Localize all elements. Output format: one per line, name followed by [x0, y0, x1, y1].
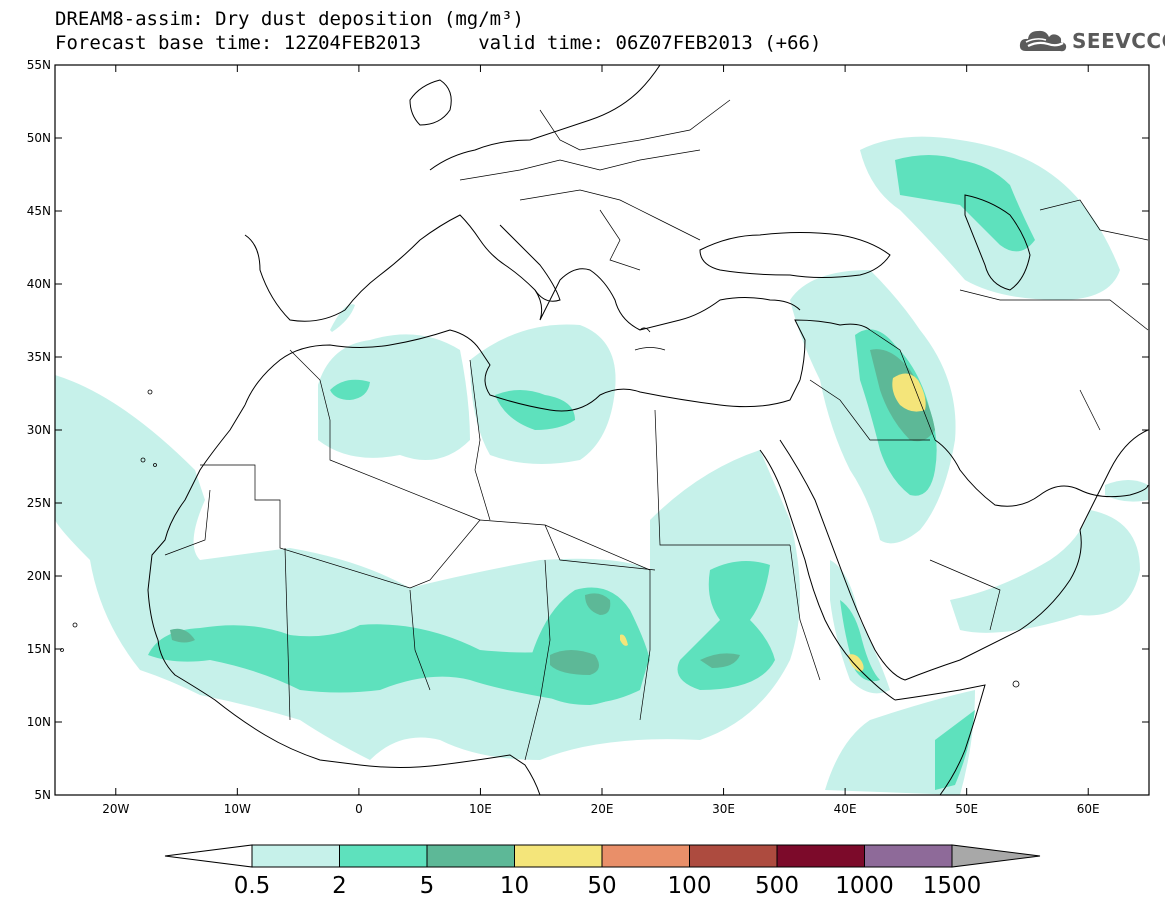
coast-horn [894, 684, 986, 795]
coast-red-sea-west [759, 449, 896, 701]
dust-area-iraq-peak [892, 373, 926, 412]
colorbar-label: 500 [755, 873, 799, 899]
latitude-ticks: 55N 50N 45N 40N 35N 30N 25N 20N 15N 10N 5N [27, 58, 1149, 802]
dust-area-atlas [318, 334, 470, 460]
lat-tick-label: 45N [27, 204, 51, 218]
coast-levant [794, 319, 871, 381]
logo-text: SEEVCCC [1072, 29, 1165, 53]
colorbar-segment [601, 844, 690, 868]
lon-tick-label: 60E [1077, 802, 1100, 816]
colorbar-label: 50 [587, 873, 616, 899]
coast-arabian-sea [1079, 429, 1149, 531]
colorbar-label: 1000 [835, 873, 894, 899]
colorbar-label: 1500 [923, 873, 982, 899]
coast-west-africa [147, 404, 541, 795]
dust-area-chad-peak [620, 634, 628, 646]
cloud-logo-icon [1019, 30, 1067, 52]
dust-area-chad-north [585, 593, 611, 615]
lat-tick-label: 40N [27, 277, 51, 291]
dust-area-yemen-peak [848, 654, 864, 672]
dust-area-red-sea [830, 560, 890, 694]
dust-area-atlas-core [330, 379, 370, 400]
colorbar-segment [514, 844, 603, 868]
lon-tick-label: 20E [591, 802, 614, 816]
dust-area-tripoli [495, 390, 575, 430]
colorbar-segment [864, 844, 953, 868]
colorbar-segment [339, 844, 428, 868]
colorbar-label: 100 [668, 873, 712, 899]
longitude-ticks: 20W 10W 0 10E 20E 30E 40E 50E 60E [102, 65, 1100, 816]
country-borders [164, 99, 1149, 761]
coast-britain [409, 79, 452, 126]
coast-italy [499, 224, 561, 302]
lat-tick-label: 10N [27, 715, 51, 729]
lat-tick-label: 55N [27, 58, 51, 72]
coast-black-sea [699, 232, 891, 278]
dust-area-sudan [677, 561, 775, 690]
colorbar-label: 5 [420, 873, 435, 899]
dust-area-arabia-south [950, 510, 1140, 633]
colorbar-label: 2 [332, 873, 347, 899]
lon-tick-label: 40E [834, 802, 857, 816]
colorbar-above-triangle [951, 844, 1041, 868]
dust-area-somalia [935, 710, 975, 790]
colorbar-labels: 0.5 2 5 10 50 100 500 1000 1500 [234, 873, 982, 899]
lon-tick-label: 20W [102, 802, 129, 816]
colorbar-label: 0.5 [234, 873, 271, 899]
colorbar-segment [776, 844, 865, 868]
lon-tick-label: 50E [955, 802, 978, 816]
colorbar-below-triangle [164, 844, 253, 868]
colorbar-segments [164, 844, 1041, 868]
coastlines [147, 65, 1149, 795]
dust-area-kordofan [700, 653, 740, 668]
lat-tick-label: 20N [27, 569, 51, 583]
lat-tick-label: 50N [27, 131, 51, 145]
lon-tick-label: 10E [469, 802, 492, 816]
lon-tick-label: 0 [355, 802, 363, 816]
map-title: DREAM8-assim: Dry dust deposition (mg/m³… [55, 8, 524, 30]
lon-tick-label: 30E [712, 802, 735, 816]
lat-tick-label: 5N [34, 788, 51, 802]
lat-tick-label: 35N [27, 350, 51, 364]
dust-area-eritrea [840, 600, 880, 682]
colorbar-segment [426, 844, 515, 868]
seevccc-logo: SEEVCCC [1018, 26, 1165, 56]
coast-north-africa [244, 329, 801, 412]
dust-area-chad [530, 587, 650, 705]
coast-persian-gulf [934, 439, 1149, 507]
lat-tick-label: 15N [27, 642, 51, 656]
dust-area-darfur [550, 650, 599, 675]
islands [60, 327, 1020, 688]
coast-caspian [964, 194, 1031, 291]
lon-tick-label: 10W [224, 802, 251, 816]
colorbar-label: 10 [500, 873, 529, 899]
colorbar-segment [251, 844, 340, 868]
lat-tick-label: 30N [27, 423, 51, 437]
forecast-time-line: Forecast base time: 12Z04FEB2013 valid t… [55, 32, 822, 54]
colorbar-segment [689, 844, 778, 868]
lat-tick-label: 25N [27, 496, 51, 510]
dust-area-senegal [170, 628, 195, 643]
dust-area-iberia [330, 304, 355, 332]
dust-area-sahel-belt [148, 624, 650, 704]
coast-europe-north [429, 65, 661, 171]
coast-red-sea-east [779, 439, 1082, 681]
